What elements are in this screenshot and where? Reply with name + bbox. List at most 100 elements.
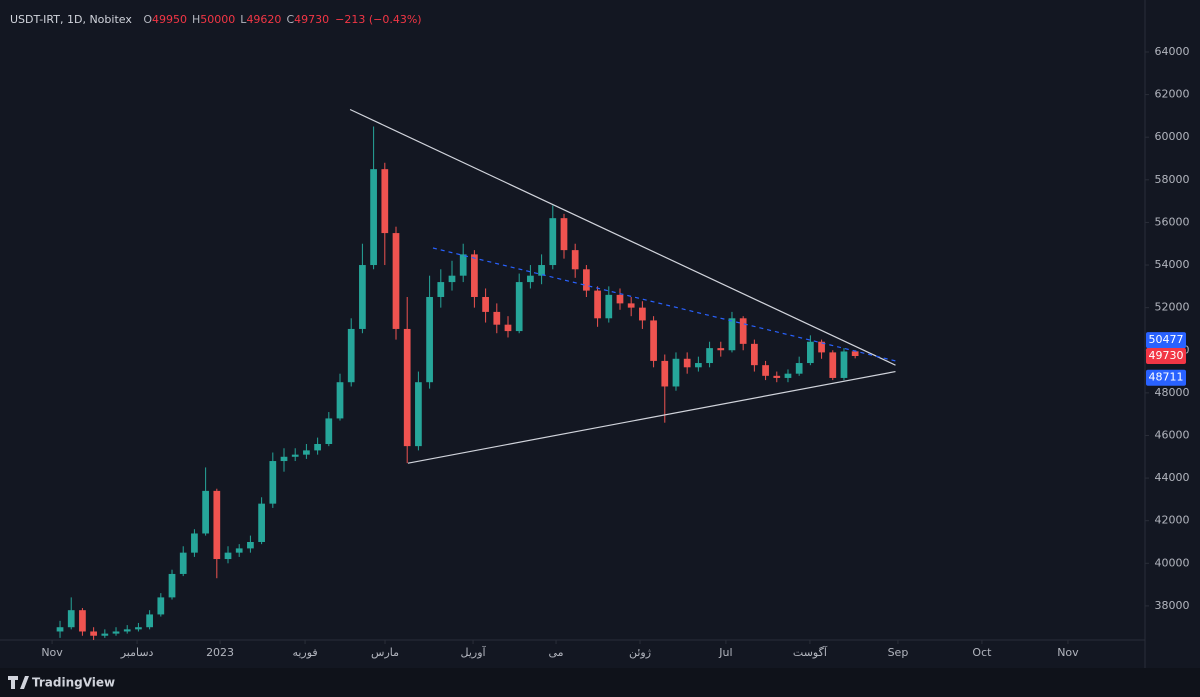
- candle-body: [706, 348, 713, 364]
- candle-body: [224, 552, 232, 560]
- candle-body: [359, 265, 366, 329]
- trend-line: [349, 108, 896, 366]
- field-value: 49730: [294, 13, 329, 26]
- candle-body: [291, 454, 299, 457]
- candle-body: [818, 341, 825, 353]
- candle-body: [415, 382, 422, 447]
- candle-body: [717, 348, 725, 351]
- candle-body: [504, 324, 512, 332]
- field-label: O: [143, 13, 152, 26]
- field-label: H: [192, 13, 200, 26]
- price-badge: [1146, 348, 1186, 365]
- candle-body: [426, 296, 433, 383]
- candle-body: [459, 254, 467, 276]
- candle-body: [235, 548, 243, 553]
- candle-body: [258, 503, 265, 542]
- candle-body: [605, 294, 613, 319]
- y-tick-label: 64000: [1155, 45, 1190, 58]
- candle-body: [549, 218, 557, 266]
- candle-body: [728, 318, 736, 351]
- price-badge: [1146, 369, 1186, 386]
- candle-body: [202, 490, 209, 534]
- candle-body: [370, 169, 377, 266]
- candle-body: [303, 450, 310, 455]
- candle-body: [751, 343, 758, 366]
- candle-body: [191, 533, 198, 553]
- y-tick-label: 48000: [1155, 386, 1190, 399]
- price-badge: [1146, 332, 1186, 349]
- candle-body: [515, 282, 523, 332]
- field-value: 49620: [246, 13, 281, 26]
- candle-body: [762, 365, 769, 376]
- candle-body: [695, 363, 702, 368]
- candle-body: [471, 254, 478, 297]
- brand: TradingView: [32, 676, 115, 690]
- candle-body: [538, 265, 545, 276]
- y-tick-label: 44000: [1155, 471, 1190, 484]
- candle-body: [213, 490, 221, 560]
- candle-body: [247, 541, 254, 549]
- candle-body: [437, 282, 445, 297]
- candle-body: [67, 610, 75, 628]
- candle-body: [101, 633, 109, 636]
- x-tick-label: Sep: [888, 646, 909, 659]
- candle-body: [448, 275, 456, 283]
- candle-body: [90, 631, 97, 636]
- y-tick-label: 40000: [1155, 556, 1190, 569]
- y-tick-label: 52000: [1155, 301, 1190, 314]
- field-value: 49950: [152, 13, 187, 26]
- candle-body: [661, 360, 669, 387]
- field-value: 50000: [200, 13, 235, 26]
- trend-line: [407, 370, 896, 464]
- candle-body: [280, 456, 288, 462]
- candle-body: [157, 597, 165, 615]
- candle-body: [795, 363, 803, 374]
- price-badge-label: 50477: [1149, 333, 1184, 346]
- footer-bar: [0, 668, 1200, 697]
- candle-body: [616, 294, 624, 304]
- candle-body: [527, 275, 534, 283]
- x-tick-label: 2023: [206, 646, 234, 659]
- change: −213 (−0.43%): [335, 13, 421, 26]
- header: USDT-IRT, 1D, Nobitex O49950 H50000 L49620…: [10, 13, 422, 26]
- candle-body: [314, 443, 321, 451]
- candle-body: [168, 573, 176, 598]
- candle-body: [683, 358, 691, 368]
- x-tick-label: آوریل: [461, 645, 487, 659]
- candle-body: [482, 296, 489, 312]
- candle-body: [627, 303, 635, 308]
- x-tick-label: Oct: [972, 646, 992, 659]
- field-label: C: [286, 13, 294, 26]
- candle-body: [650, 320, 657, 361]
- x-tick-label: مارس: [371, 646, 399, 659]
- candle-body: [392, 233, 400, 329]
- y-tick-label: 38000: [1155, 599, 1190, 612]
- candle-body: [381, 169, 389, 234]
- candle-body: [594, 290, 601, 319]
- x-tick-label: آگوست: [793, 645, 828, 659]
- x-tick-label: Nov: [41, 646, 63, 659]
- y-tick-label: 56000: [1155, 215, 1190, 228]
- candle-body: [583, 269, 590, 291]
- field-label: L: [240, 13, 247, 26]
- candle-body: [784, 373, 792, 378]
- x-tick-label: Nov: [1057, 646, 1079, 659]
- price-badge-label: 49730: [1149, 349, 1184, 362]
- plot: [56, 108, 896, 640]
- symbol: USDT-IRT, 1D, Nobitex: [10, 13, 132, 26]
- x-tick-label: Jul: [718, 646, 732, 659]
- candle-body: [807, 341, 814, 364]
- x-tick-label: ژوئن: [629, 646, 651, 659]
- candle-body: [672, 358, 680, 387]
- candle-body: [112, 631, 120, 634]
- y-tick-label: 60000: [1155, 130, 1190, 143]
- candle-body: [79, 610, 86, 632]
- y-tick-label: 54000: [1155, 258, 1190, 271]
- price-badge-label: 48711: [1149, 371, 1184, 384]
- x-tick-label: فوریه: [292, 646, 317, 659]
- candle-body: [560, 218, 568, 251]
- candle-body: [851, 351, 859, 357]
- y-tick-label: 58000: [1155, 173, 1190, 186]
- candle-body: [135, 627, 142, 630]
